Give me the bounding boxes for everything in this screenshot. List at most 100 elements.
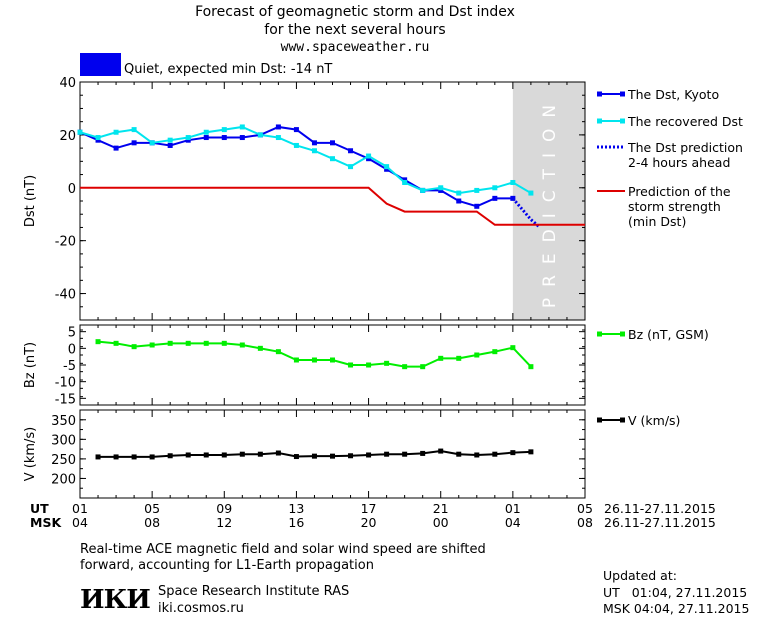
legend-label: Bz (nT, GSM) [628, 327, 709, 342]
ut-tick-label: 05 [577, 501, 593, 516]
data-point [275, 349, 281, 355]
legend-label: (min Dst) [628, 214, 686, 229]
date-range-ut: 26.11-27.11.2015 [604, 501, 716, 516]
data-point [131, 454, 137, 460]
y-axis-label: Dst (nT) [23, 175, 38, 227]
data-point [438, 187, 444, 193]
data-point [113, 145, 119, 151]
data-point [384, 164, 390, 170]
ut-label: UT [30, 501, 49, 516]
legend-marker [597, 331, 602, 337]
ut-tick-label: 21 [432, 501, 449, 516]
data-point [113, 454, 119, 460]
data-point [438, 355, 444, 361]
data-point [456, 190, 462, 196]
legend-marker [597, 417, 602, 423]
data-point [113, 340, 119, 346]
data-point [528, 449, 534, 455]
data-point [221, 135, 227, 141]
data-point [366, 153, 372, 159]
legend-label: The recovered Dst [627, 114, 743, 129]
data-point [203, 452, 209, 458]
ut-tick-label: 01 [72, 501, 88, 516]
data-point [492, 195, 498, 201]
data-point [366, 452, 372, 458]
data-point [221, 127, 227, 133]
y-tick-label: 0 [68, 342, 76, 357]
updated-ut: UT 01:04, 27.11.2015 [603, 585, 748, 600]
data-point [348, 362, 354, 368]
series-line [79, 125, 513, 208]
data-point [95, 339, 101, 345]
ut-tick-label: 09 [216, 501, 233, 516]
y-tick-label: 350 [51, 414, 76, 429]
y-tick-label: 40 [59, 76, 76, 91]
data-point [167, 340, 173, 346]
data-point [293, 142, 299, 148]
data-point [402, 451, 408, 457]
data-point [528, 190, 534, 196]
data-point [348, 164, 354, 170]
data-point [149, 454, 155, 460]
status-color-box [80, 53, 121, 76]
data-point [330, 156, 335, 162]
data-point [293, 357, 299, 363]
data-point [275, 135, 281, 141]
data-point [492, 349, 498, 355]
data-point [185, 137, 191, 143]
y-axis-label: Bz (nT) [23, 342, 38, 388]
y-tick-label: 300 [51, 433, 76, 448]
data-point [185, 340, 191, 346]
y-tick-label: -40 [55, 288, 76, 303]
plot-frame [79, 81, 586, 321]
data-point [402, 364, 408, 370]
data-point [131, 140, 137, 146]
data-point [330, 357, 335, 363]
data-point [456, 451, 462, 457]
data-point [366, 362, 372, 368]
y-tick-label: -15 [55, 392, 76, 407]
data-point [311, 453, 317, 459]
data-point [311, 357, 317, 363]
data-point [203, 340, 209, 346]
data-point [167, 142, 173, 148]
data-point [348, 453, 354, 459]
chart-title-line1: Forecast of geomagnetic storm and Dst in… [195, 4, 515, 20]
legend-marker [620, 118, 625, 124]
data-point [77, 129, 83, 135]
iki-logo: ИКИ [80, 585, 151, 615]
legend-label: The Dst, Kyoto [627, 87, 719, 102]
data-point [149, 140, 155, 146]
chart-title-url[interactable]: www.spaceweather.ru [280, 40, 430, 55]
institute-name: Space Research Institute RAS [158, 584, 350, 599]
data-point [203, 135, 209, 141]
y-tick-label: 250 [51, 453, 76, 468]
plot-frame [79, 324, 586, 406]
institute-site[interactable]: iki.cosmos.ru [158, 601, 244, 616]
y-tick-label: -10 [55, 376, 76, 391]
msk-tick-label: 04 [72, 515, 88, 530]
msk-tick-label: 08 [144, 515, 161, 530]
legend-marker [620, 417, 625, 423]
data-point [185, 135, 191, 141]
legend-label: 2-4 hours ahead [628, 155, 730, 170]
data-point [438, 185, 444, 191]
msk-tick-label: 04 [504, 515, 521, 530]
legend-label: Prediction of the [628, 184, 731, 199]
legend-marker [597, 118, 602, 124]
note-line1: Real-time ACE magnetic field and solar w… [80, 542, 486, 557]
data-point [167, 137, 173, 143]
data-point [95, 454, 101, 460]
y-tick-label: 5 [68, 326, 76, 341]
data-point [293, 127, 299, 133]
plot-frame [79, 409, 586, 499]
data-point [456, 198, 462, 204]
series-line [80, 186, 585, 226]
data-point [275, 450, 281, 456]
data-point [239, 124, 245, 130]
data-point [366, 156, 372, 162]
status-text: Quiet, expected min Dst: -14 nT [124, 62, 333, 77]
data-point [420, 364, 426, 370]
data-point [420, 187, 426, 193]
